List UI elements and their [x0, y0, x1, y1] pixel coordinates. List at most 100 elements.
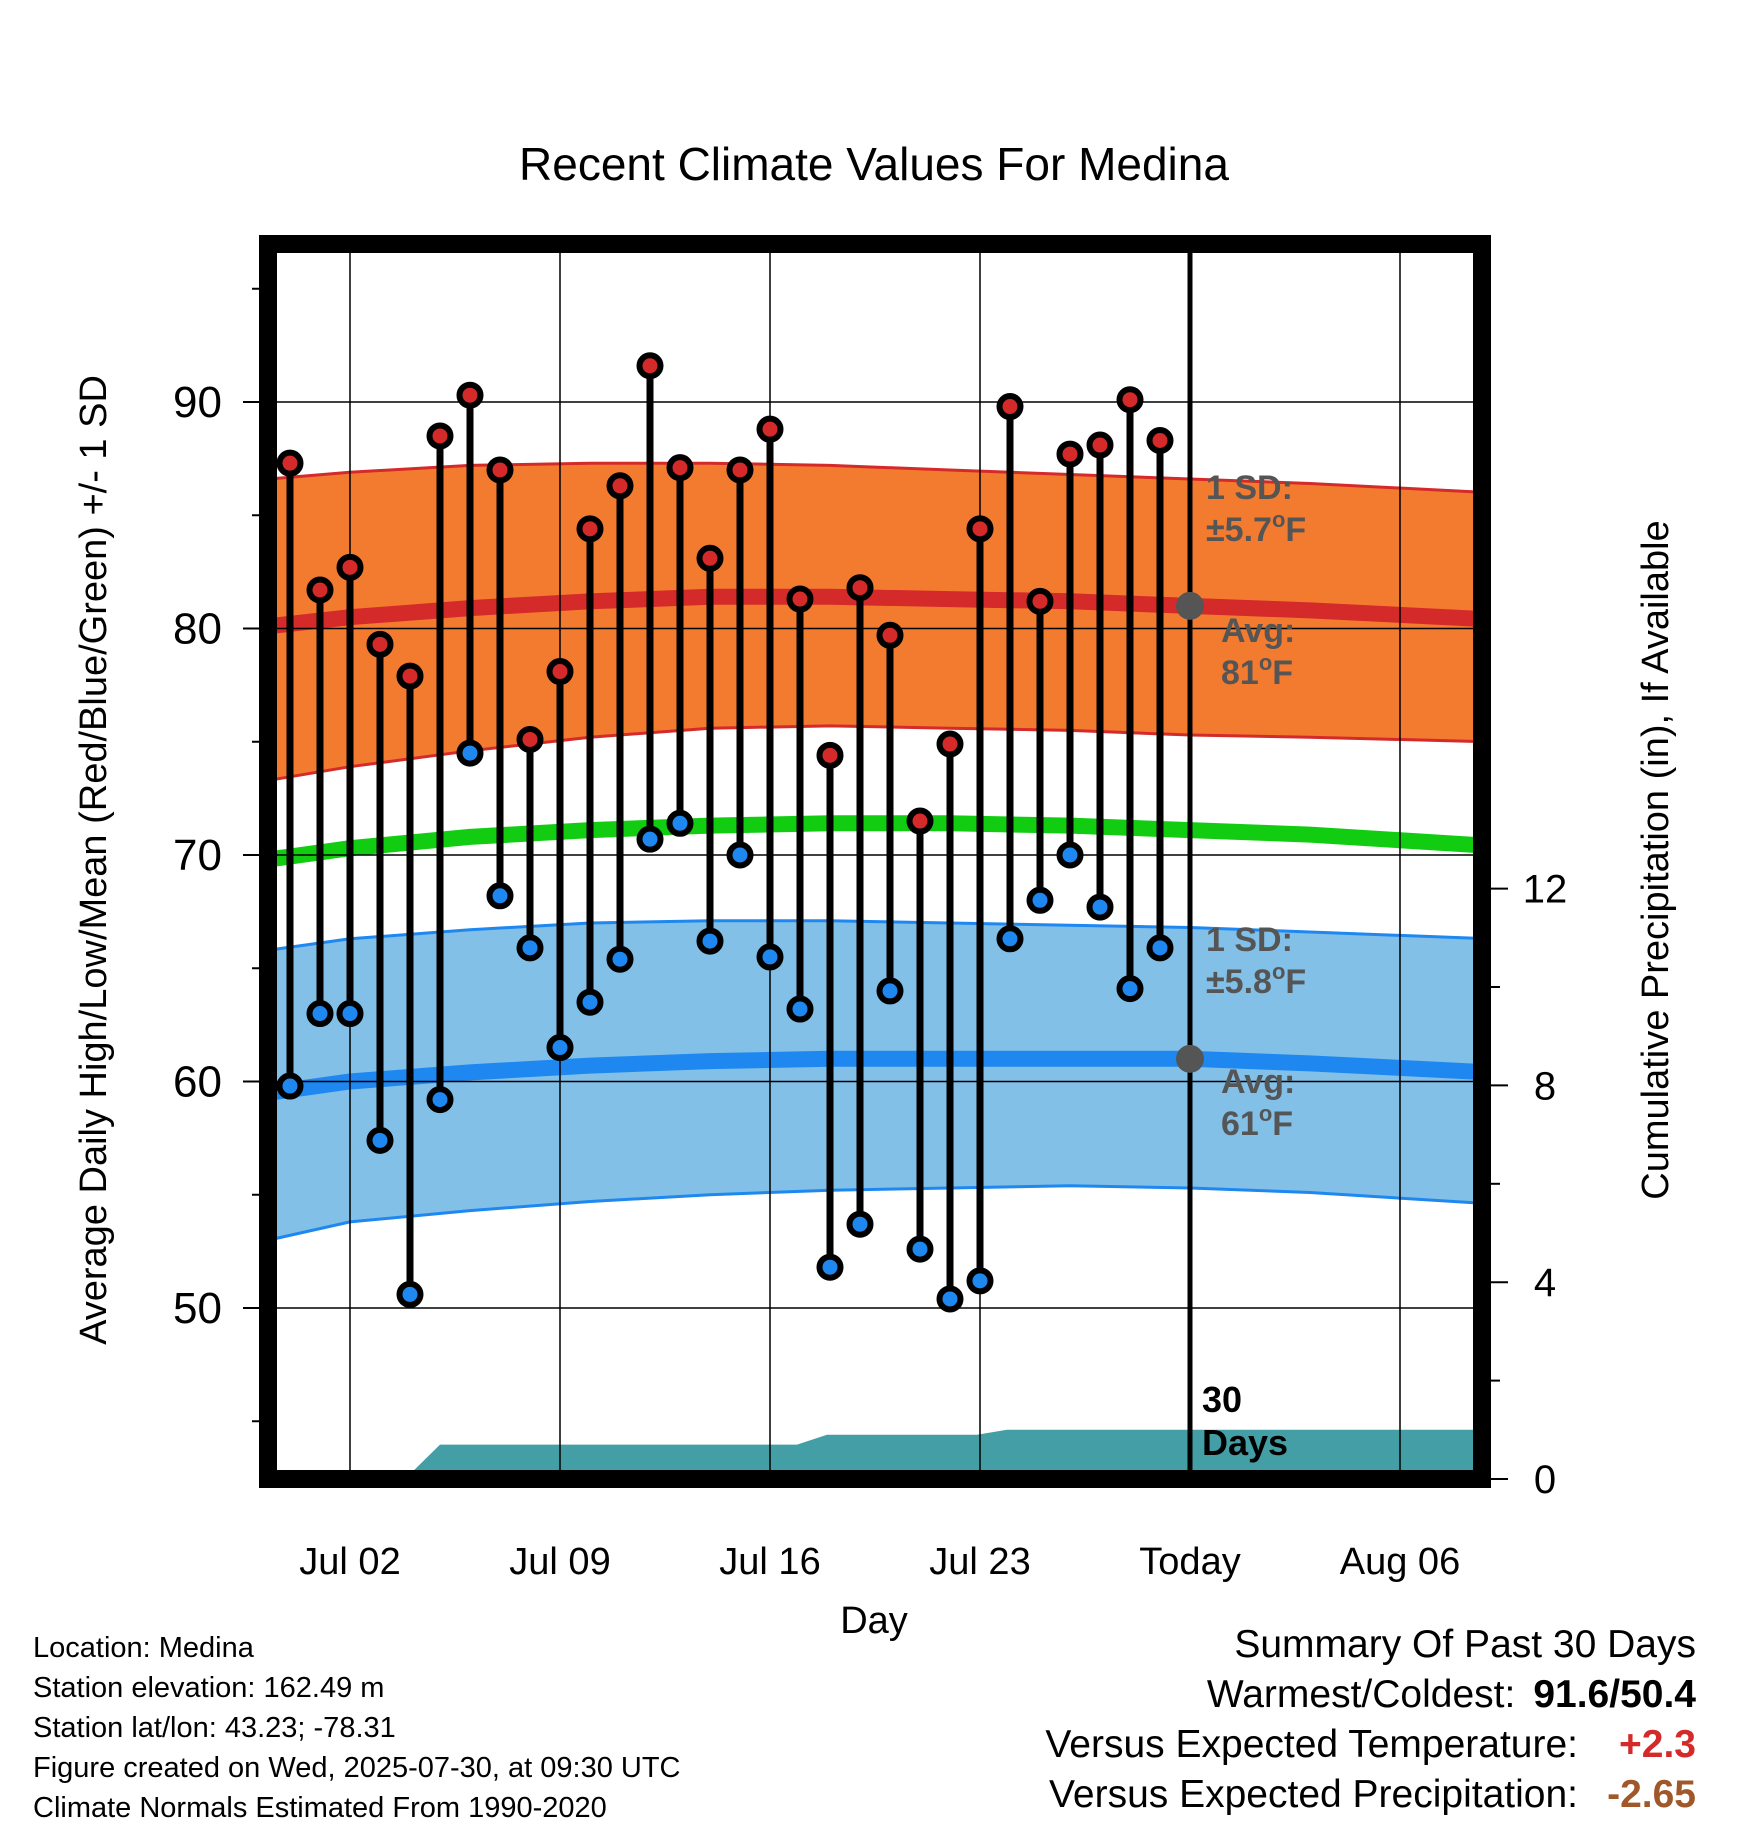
plot-content	[268, 244, 1482, 1479]
low-avg-label-line2: 61oF	[1221, 1101, 1293, 1143]
daily-low-point	[456, 739, 484, 767]
summary-heading: Summary Of Past 30 Days	[1234, 1623, 1696, 1666]
daily-low-point	[426, 1086, 454, 1114]
chart-title: Recent Climate Values For Medina	[519, 138, 1229, 190]
daily-high-point	[516, 725, 544, 753]
y2-tick-label: 0	[1534, 1458, 1556, 1502]
x-tick-label: Jul 23	[929, 1541, 1030, 1583]
elevation-text: Station elevation: 162.49 m	[33, 1672, 385, 1704]
high-sd-band	[269, 463, 1482, 781]
normals-text: Climate Normals Estimated From 1990-2020	[33, 1792, 607, 1824]
high-sd-label-line2: ±5.7oF	[1206, 507, 1306, 549]
daily-low-point	[906, 1235, 934, 1263]
daily-high-point	[936, 730, 964, 758]
daily-low-point	[966, 1267, 994, 1295]
high-sd-label-line1: 1 SD:	[1206, 469, 1293, 507]
daily-high-point	[696, 544, 724, 572]
temp-label: Versus Expected Temperature:	[1045, 1723, 1578, 1766]
daily-high-point	[1086, 431, 1114, 459]
y2-tick-label: 8	[1534, 1064, 1556, 1108]
daily-low-point	[786, 995, 814, 1023]
created-text: Figure created on Wed, 2025-07-30, at 09…	[33, 1752, 681, 1784]
y-tick-label: 80	[173, 605, 222, 654]
daily-high-point	[456, 381, 484, 409]
y-tick-label: 50	[173, 1284, 222, 1333]
summary-precip: Versus Expected Precipitation: -2.65	[1045, 1770, 1696, 1820]
high-lower-edge	[268, 724, 1482, 782]
y2-tick-label: 12	[1523, 868, 1568, 912]
warm-cold-value: 91.6/50.4	[1533, 1673, 1696, 1716]
high-avg-marker	[1176, 591, 1204, 620]
location-text: Location: Medina	[33, 1632, 254, 1664]
daily-mean-line	[268, 815, 1482, 868]
high-mean-line	[268, 588, 1482, 635]
plot-frame	[259, 235, 1491, 1488]
summary-temp: Versus Expected Temperature: +2.3	[1045, 1720, 1696, 1770]
daily-high-point	[336, 553, 364, 581]
x-tick-label: Jul 09	[509, 1541, 610, 1583]
daily-high-point	[1026, 587, 1054, 615]
daily-high-point	[756, 415, 784, 443]
y-tick-label: 60	[173, 1058, 222, 1107]
low-sd-label-line2: ±5.8oF	[1206, 959, 1306, 1001]
daily-high-point	[1056, 440, 1084, 468]
daily-low-point	[726, 841, 754, 869]
x-tick-label: Jul 02	[299, 1541, 400, 1583]
daily-high-point	[1146, 427, 1174, 455]
daily-low-point	[666, 809, 694, 837]
daily-low-point	[396, 1280, 424, 1308]
daily-low-point	[576, 988, 604, 1016]
daily-low-point	[1116, 975, 1144, 1003]
daily-low-point	[1086, 893, 1114, 921]
daily-high-point	[306, 576, 334, 604]
x-tick-label: Aug 06	[1340, 1541, 1460, 1583]
daily-low-point	[1056, 841, 1084, 869]
x-tick-label: Today	[1139, 1541, 1240, 1583]
daily-low-point	[846, 1210, 874, 1238]
daily-high-point	[576, 515, 604, 543]
daily-low-point	[816, 1253, 844, 1281]
daily-low-point	[1146, 934, 1174, 962]
daily-low-point	[276, 1072, 304, 1100]
daily-high-point	[966, 515, 994, 543]
daily-low-point	[876, 977, 904, 1005]
daily-low-point	[756, 943, 784, 971]
daily-high-point	[426, 422, 454, 450]
station-info: Location: Medina Station elevation: 162.…	[33, 1628, 681, 1828]
y-tick-label: 90	[173, 378, 222, 427]
y2-axis-label: Cumulative Precipitation (in), If Availa…	[1635, 520, 1677, 1199]
daily-low-point	[996, 925, 1024, 953]
daily-high-point	[996, 393, 1024, 421]
high-upper-edge	[268, 461, 1482, 494]
daily-high-point	[546, 658, 574, 686]
summary-warm-cold: Warmest/Coldest: 91.6/50.4	[1045, 1670, 1696, 1720]
summary-panel: Summary Of Past 30 Days Warmest/Coldest:…	[1045, 1620, 1696, 1820]
daily-high-point	[726, 456, 754, 484]
daily-low-point	[486, 882, 514, 910]
precip-label: Versus Expected Precipitation:	[1049, 1773, 1578, 1816]
daily-low-point	[546, 1034, 574, 1062]
daily-high-point	[816, 741, 844, 769]
daily-high-point	[846, 574, 874, 602]
y-tick-label: 70	[173, 831, 222, 880]
y-axis-label: Average Daily High/Low/Mean (Red/Blue/Gr…	[73, 375, 115, 1345]
y2-tick-label: 4	[1534, 1261, 1556, 1305]
daily-high-point	[396, 662, 424, 690]
low-avg-marker	[1176, 1044, 1204, 1073]
precip-value: -2.65	[1607, 1773, 1696, 1816]
daily-low-point	[606, 945, 634, 973]
daily-low-point	[696, 927, 724, 955]
daily-low-point	[306, 1000, 334, 1028]
warm-cold-label: Warmest/Coldest:	[1206, 1673, 1516, 1716]
daily-high-point	[606, 472, 634, 500]
daily-low-point	[336, 1000, 364, 1028]
daily-low-point	[936, 1285, 964, 1313]
daily-low-point	[516, 934, 544, 962]
daily-high-point	[366, 630, 394, 658]
daily-high-point	[486, 456, 514, 484]
low-sd-band	[269, 920, 1482, 1240]
daily-high-point	[786, 585, 814, 613]
low-sd-label-line1: 1 SD:	[1206, 921, 1293, 959]
